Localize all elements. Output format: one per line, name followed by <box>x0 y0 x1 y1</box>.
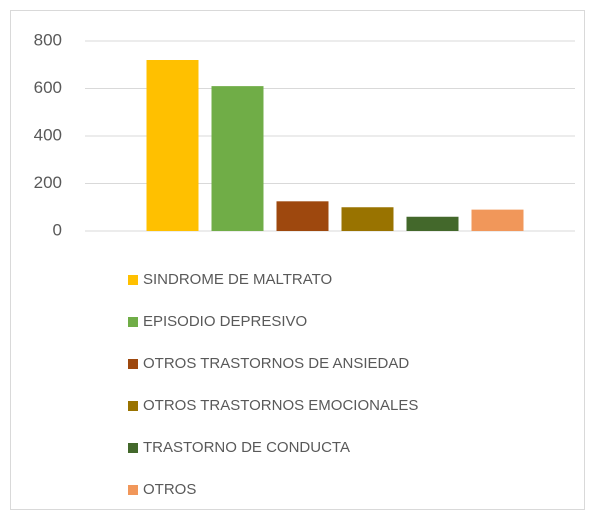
bar <box>341 207 394 231</box>
legend-label: OTROS TRASTORNOS DE ANSIEDAD <box>143 355 409 372</box>
bar <box>146 60 199 231</box>
legend-swatch <box>128 443 138 453</box>
legend-label: SINDROME DE MALTRATO <box>143 271 332 288</box>
legend-swatch <box>128 359 138 369</box>
bar <box>276 201 329 231</box>
y-tick-label: 400 <box>34 125 62 144</box>
y-tick-label: 800 <box>34 30 62 49</box>
bar <box>211 86 264 231</box>
bar <box>406 216 459 231</box>
legend-label: OTROS <box>143 481 196 498</box>
y-tick-label: 0 <box>53 220 62 239</box>
y-tick-label: 200 <box>34 173 62 192</box>
bar <box>471 209 524 231</box>
legend-label: OTROS TRASTORNOS EMOCIONALES <box>143 397 418 414</box>
legend-swatch <box>128 401 138 411</box>
legend-swatch <box>128 485 138 495</box>
legend-label: TRASTORNO DE CONDUCTA <box>143 439 350 456</box>
legend-swatch <box>128 317 138 327</box>
legend-swatch <box>128 275 138 285</box>
legend-label: EPISODIO DEPRESIVO <box>143 313 307 330</box>
y-tick-label: 600 <box>34 78 62 97</box>
chart-frame <box>10 10 585 510</box>
